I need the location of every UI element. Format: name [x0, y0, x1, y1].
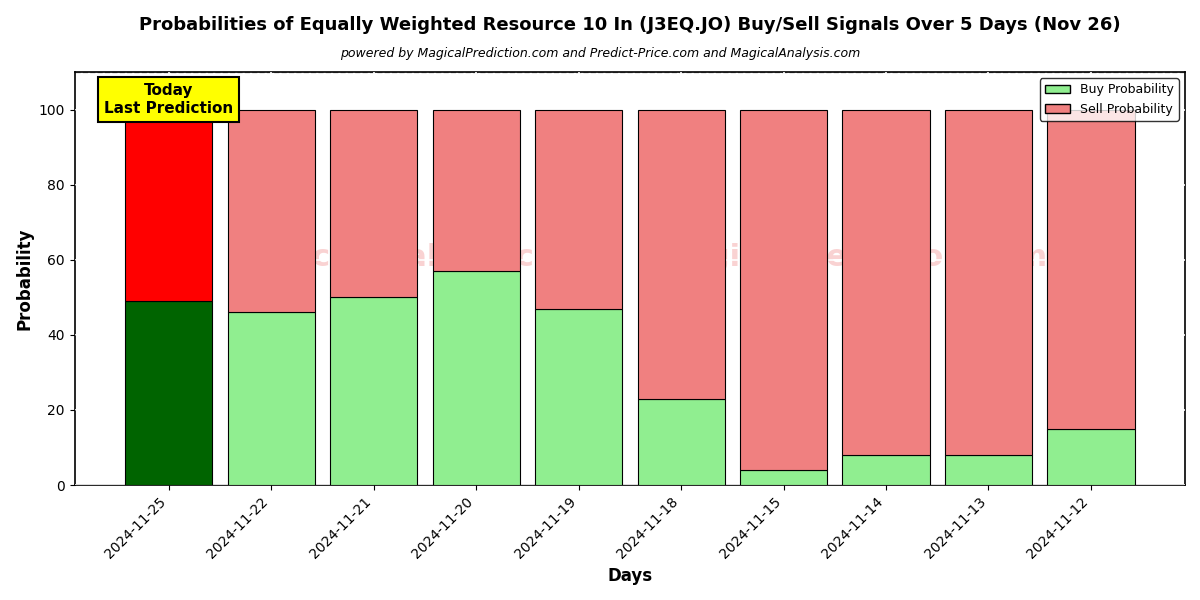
Title: Probabilities of Equally Weighted Resource 10 In (J3EQ.JO) Buy/Sell Signals Over: Probabilities of Equally Weighted Resour…: [139, 16, 1121, 34]
Bar: [330, 110, 418, 298]
Bar: [842, 455, 930, 485]
Text: Today
Last Prediction: Today Last Prediction: [104, 83, 233, 116]
Bar: [535, 110, 622, 308]
Bar: [740, 110, 827, 470]
X-axis label: Days: Days: [607, 567, 653, 585]
Text: MagicalAnalysis.com: MagicalAnalysis.com: [229, 244, 587, 272]
Bar: [740, 470, 827, 485]
Bar: [1048, 429, 1134, 485]
Bar: [944, 455, 1032, 485]
Bar: [330, 298, 418, 485]
Bar: [637, 110, 725, 399]
Bar: [125, 110, 212, 301]
Text: powered by MagicalPrediction.com and Predict-Price.com and MagicalAnalysis.com: powered by MagicalPrediction.com and Pre…: [340, 47, 860, 61]
Bar: [432, 110, 520, 271]
Legend: Buy Probability, Sell Probability: Buy Probability, Sell Probability: [1040, 78, 1178, 121]
Bar: [125, 301, 212, 485]
Bar: [842, 110, 930, 455]
Bar: [944, 110, 1032, 455]
Text: MagicalPrediction.com: MagicalPrediction.com: [656, 244, 1046, 272]
Bar: [228, 313, 314, 485]
Bar: [535, 308, 622, 485]
Bar: [1048, 110, 1134, 429]
Bar: [228, 110, 314, 313]
Bar: [637, 399, 725, 485]
Bar: [432, 271, 520, 485]
Y-axis label: Probability: Probability: [16, 227, 34, 330]
